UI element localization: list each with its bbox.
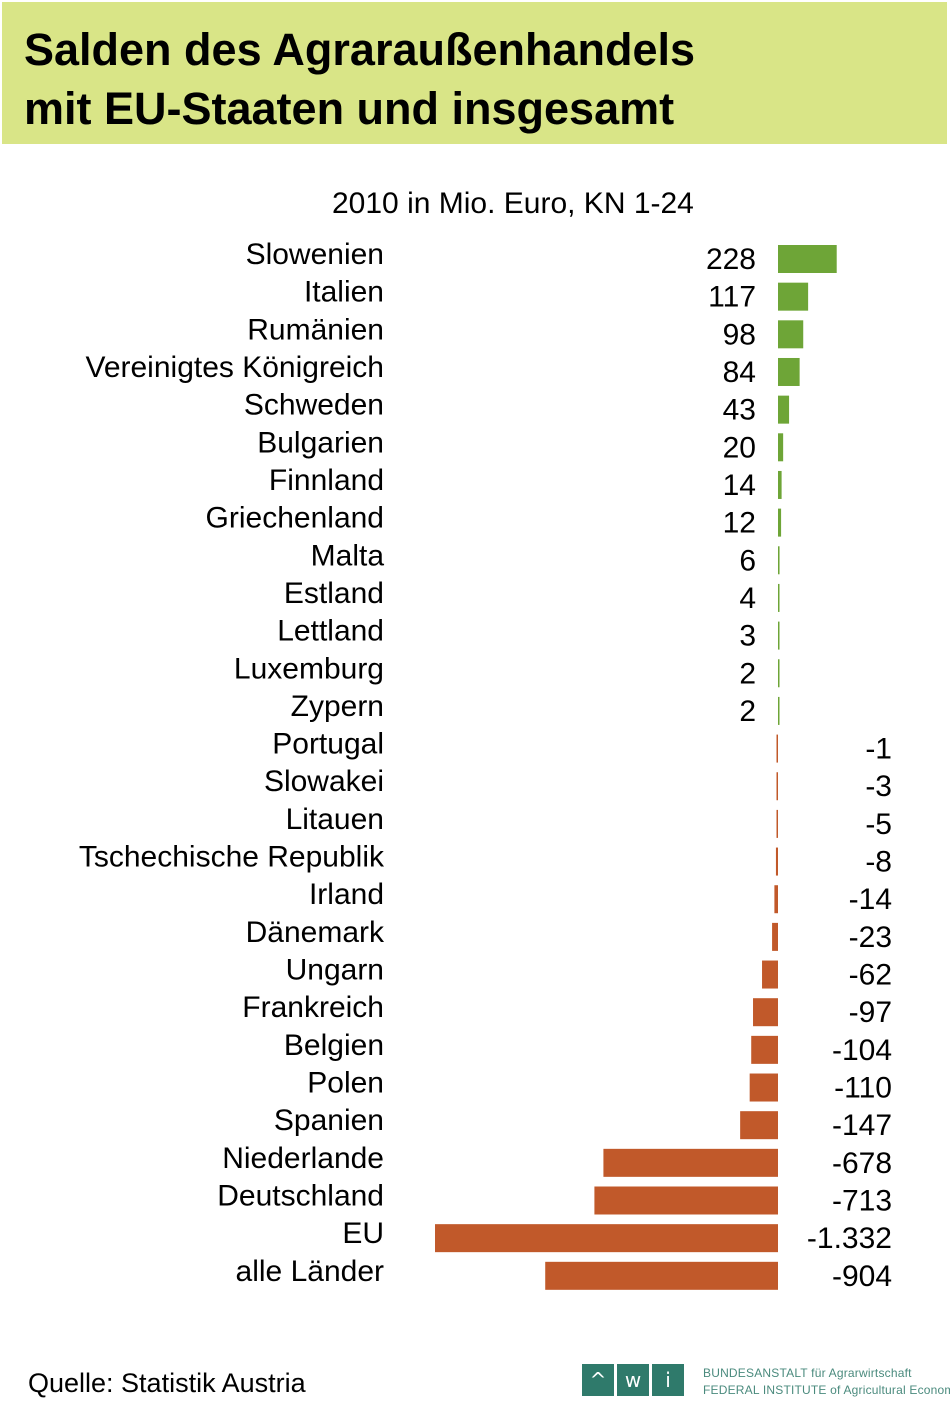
category-label: Luxemburg <box>234 652 384 685</box>
bar <box>776 772 778 801</box>
bar <box>778 659 780 688</box>
category-label: Spanien <box>274 1104 384 1137</box>
value-label: 20 <box>723 431 756 464</box>
category-label: Dänemark <box>246 916 385 949</box>
bar <box>778 546 780 575</box>
category-label: Irland <box>309 878 384 911</box>
bar <box>778 245 837 273</box>
value-label: 14 <box>723 469 756 502</box>
value-label: -97 <box>849 996 892 1029</box>
category-label: Ungarn <box>286 954 384 987</box>
category-label: Frankreich <box>242 991 384 1024</box>
value-label: -14 <box>849 883 892 916</box>
value-label: -110 <box>834 1072 892 1105</box>
value-label: -5 <box>865 808 892 841</box>
bar <box>778 357 800 386</box>
category-label: Polen <box>307 1067 384 1100</box>
category-label: Finnland <box>269 464 384 497</box>
bar <box>740 1111 778 1140</box>
bar <box>778 320 804 349</box>
category-label: Griechenland <box>206 502 384 535</box>
category-label: Belgien <box>284 1029 384 1062</box>
category-label: Tschechische Republik <box>79 841 385 874</box>
category-label: Niederlande <box>222 1142 384 1175</box>
bar <box>776 809 778 838</box>
bar <box>545 1261 778 1290</box>
category-label: Slowakei <box>264 765 384 798</box>
category-label: Zypern <box>291 690 384 723</box>
bar <box>778 470 782 499</box>
category-label: Deutschland <box>217 1180 384 1213</box>
category-label: Litauen <box>286 803 384 836</box>
category-label: Slowenien <box>246 238 384 271</box>
value-label: -1 <box>865 733 892 766</box>
bar <box>776 734 778 763</box>
bar <box>435 1224 778 1253</box>
value-label: 117 <box>708 281 756 314</box>
bar <box>762 960 778 989</box>
source-note: Quelle: Statistik Austria <box>28 1368 306 1398</box>
value-label: -904 <box>832 1260 892 1293</box>
value-label: -8 <box>865 846 892 879</box>
value-label: 228 <box>706 243 756 276</box>
bar <box>749 1073 778 1102</box>
bar <box>603 1148 778 1177</box>
value-label: -104 <box>832 1034 892 1067</box>
logo-letter-i: i <box>652 1364 684 1396</box>
institute-name-de: BUNDESANSTALT für Agrarwirtschaft <box>703 1366 912 1380</box>
category-label: Malta <box>311 539 385 572</box>
bar <box>778 433 784 462</box>
bar <box>594 1186 778 1215</box>
category-label: Portugal <box>272 728 384 761</box>
value-label: -62 <box>849 959 892 992</box>
category-label: Lettland <box>277 615 384 648</box>
institute-name-en: FEDERAL INSTITUTE of Agricultural Econom… <box>703 1383 950 1397</box>
bar <box>772 922 778 951</box>
category-label: EU <box>342 1217 384 1250</box>
category-label: Vereinigtes Königreich <box>85 351 384 384</box>
bar <box>775 847 778 876</box>
logo-letter-w: w <box>617 1364 649 1396</box>
category-label: Estland <box>284 577 384 610</box>
chart-subtitle: 2010 in Mio. Euro, KN 1-24 <box>332 187 694 220</box>
bar <box>778 621 780 650</box>
value-label: 98 <box>723 318 756 351</box>
chart-title-line-2: mit EU-Staaten und insgesamt <box>24 83 675 134</box>
bar <box>774 885 778 914</box>
value-label: -147 <box>832 1109 892 1142</box>
value-label: -3 <box>865 770 892 803</box>
value-label: 3 <box>739 620 756 653</box>
bar <box>778 282 809 311</box>
category-label: Bulgarien <box>257 426 384 459</box>
bar <box>778 395 790 424</box>
value-label: 2 <box>739 657 756 690</box>
value-label: 2 <box>739 695 756 728</box>
chart-title-line-1: Salden des Agraraußenhandels <box>24 24 696 75</box>
value-label: -678 <box>832 1147 892 1180</box>
category-label: Rumänien <box>247 313 384 346</box>
value-label: -1.332 <box>807 1222 892 1255</box>
category-label: Italien <box>304 276 384 309</box>
bar <box>778 508 782 537</box>
value-label: 4 <box>739 582 756 615</box>
value-label: 6 <box>739 544 756 577</box>
category-label: Schweden <box>244 389 384 422</box>
bar <box>751 1035 778 1064</box>
title-band: Salden des Agraraußenhandels mit EU-Staa… <box>2 2 947 144</box>
bar <box>753 998 778 1027</box>
value-label: 43 <box>723 394 756 427</box>
bar <box>778 696 780 725</box>
value-label: 12 <box>723 507 756 540</box>
value-label: -23 <box>849 921 892 954</box>
value-label: -713 <box>832 1185 892 1218</box>
category-label: alle Länder <box>236 1255 384 1288</box>
bar <box>778 583 780 612</box>
logo-letter-a: ^ <box>582 1364 614 1396</box>
value-label: 84 <box>723 356 756 389</box>
